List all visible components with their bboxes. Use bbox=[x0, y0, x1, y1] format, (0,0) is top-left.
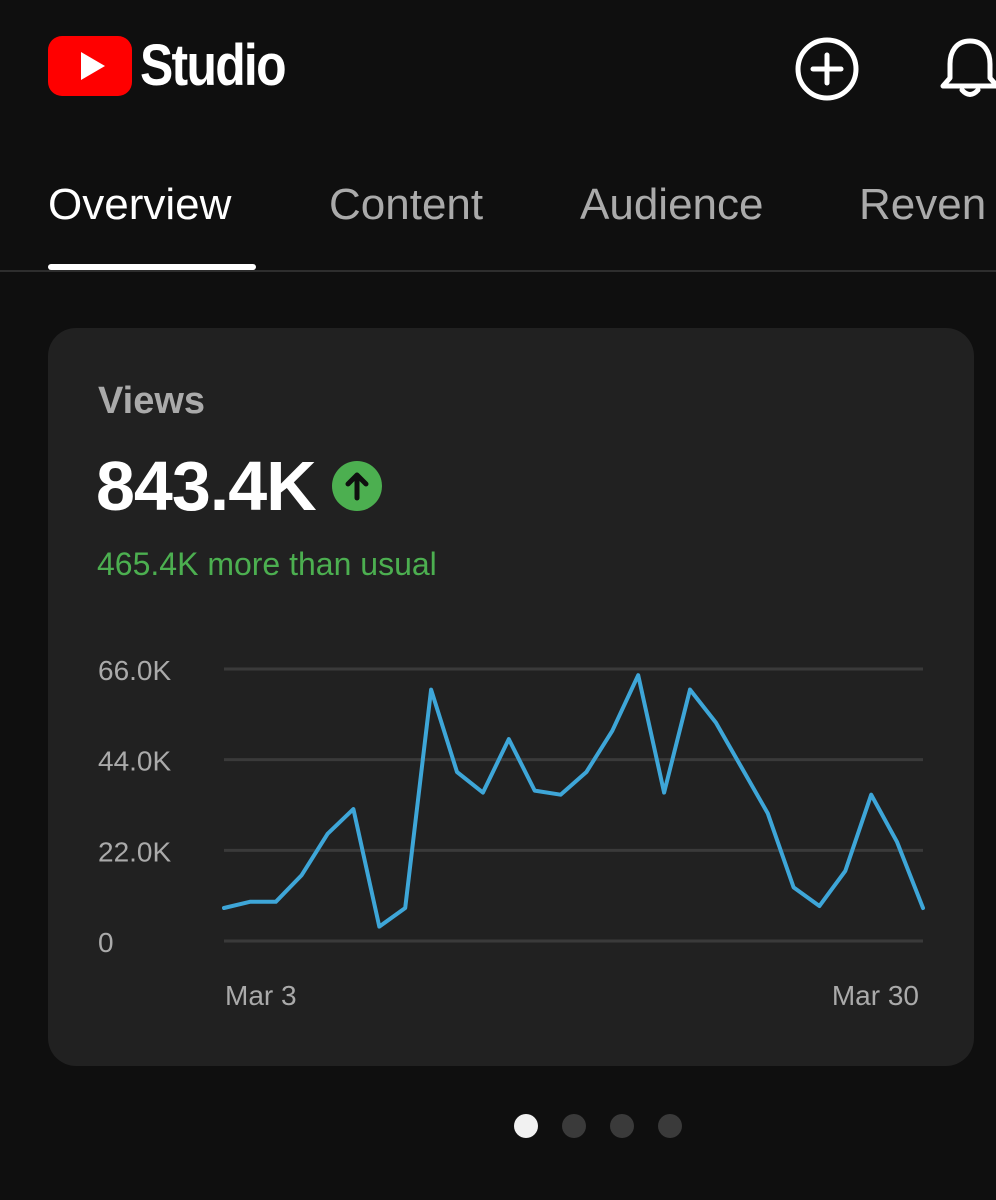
data-point bbox=[635, 672, 641, 678]
data-point bbox=[428, 687, 434, 693]
tab-bar: Overview Content Audience Reven bbox=[0, 160, 996, 272]
data-point bbox=[816, 903, 822, 909]
data-point bbox=[687, 687, 693, 693]
views-series-line bbox=[222, 673, 925, 929]
metric-value: 843.4K bbox=[96, 447, 317, 525]
data-point bbox=[558, 792, 564, 798]
active-tab-indicator bbox=[48, 264, 256, 270]
app-header: Studio bbox=[0, 0, 996, 140]
notifications-button[interactable] bbox=[938, 36, 996, 102]
data-point bbox=[739, 765, 745, 771]
data-point bbox=[376, 924, 382, 930]
metric-label: Views bbox=[98, 380, 206, 422]
data-point bbox=[221, 905, 227, 911]
views-line-chart[interactable]: 0 22.0K 44.0K 66.0K Mar 3 Mar 30 bbox=[48, 328, 974, 1066]
metric-row: 843.4K bbox=[96, 446, 382, 526]
data-point bbox=[402, 905, 408, 911]
create-button[interactable] bbox=[794, 36, 860, 102]
pager-dot[interactable] bbox=[610, 1114, 634, 1138]
y-tick-label: 44.0K bbox=[98, 746, 171, 777]
data-point bbox=[713, 720, 719, 726]
pager-dot[interactable] bbox=[562, 1114, 586, 1138]
x-end-label: Mar 30 bbox=[832, 980, 919, 1011]
data-point bbox=[868, 792, 874, 798]
youtube-play-icon bbox=[48, 36, 132, 96]
data-point bbox=[480, 790, 486, 796]
carousel-pager bbox=[514, 1114, 706, 1138]
data-point bbox=[842, 868, 848, 874]
bell-icon bbox=[940, 38, 996, 97]
y-tick-label: 0 bbox=[98, 927, 114, 958]
data-point bbox=[454, 769, 460, 775]
data-point bbox=[247, 899, 253, 905]
tab-audience[interactable]: Audience bbox=[580, 180, 764, 229]
brand-name: Studio bbox=[140, 33, 287, 98]
data-point bbox=[661, 790, 667, 796]
views-card[interactable]: Views 843.4K 465.4K more than usual 0 22.… bbox=[48, 328, 974, 1066]
data-point bbox=[350, 806, 356, 812]
data-point bbox=[894, 839, 900, 845]
pager-dot[interactable] bbox=[658, 1114, 682, 1138]
data-point bbox=[765, 810, 771, 816]
y-tick-label: 22.0K bbox=[98, 836, 171, 867]
trend-up-icon bbox=[331, 461, 382, 511]
data-point bbox=[532, 788, 538, 794]
x-start-label: Mar 3 bbox=[225, 980, 297, 1011]
pager-dot[interactable] bbox=[514, 1114, 538, 1138]
y-tick-label: 66.0K bbox=[98, 655, 171, 686]
data-point bbox=[325, 831, 331, 837]
data-point bbox=[506, 736, 512, 742]
data-point bbox=[791, 884, 797, 890]
tab-content[interactable]: Content bbox=[329, 180, 484, 229]
data-point bbox=[920, 905, 926, 911]
youtube-studio-logo[interactable]: Studio bbox=[48, 36, 308, 96]
data-point bbox=[299, 872, 305, 878]
data-point bbox=[583, 769, 589, 775]
comparison-text: 465.4K more than usual bbox=[97, 546, 437, 582]
data-point bbox=[609, 728, 615, 734]
data-point bbox=[273, 899, 279, 905]
tab-revenue[interactable]: Reven bbox=[859, 180, 987, 229]
tab-overview[interactable]: Overview bbox=[48, 180, 232, 229]
add-circle-icon bbox=[795, 37, 859, 101]
